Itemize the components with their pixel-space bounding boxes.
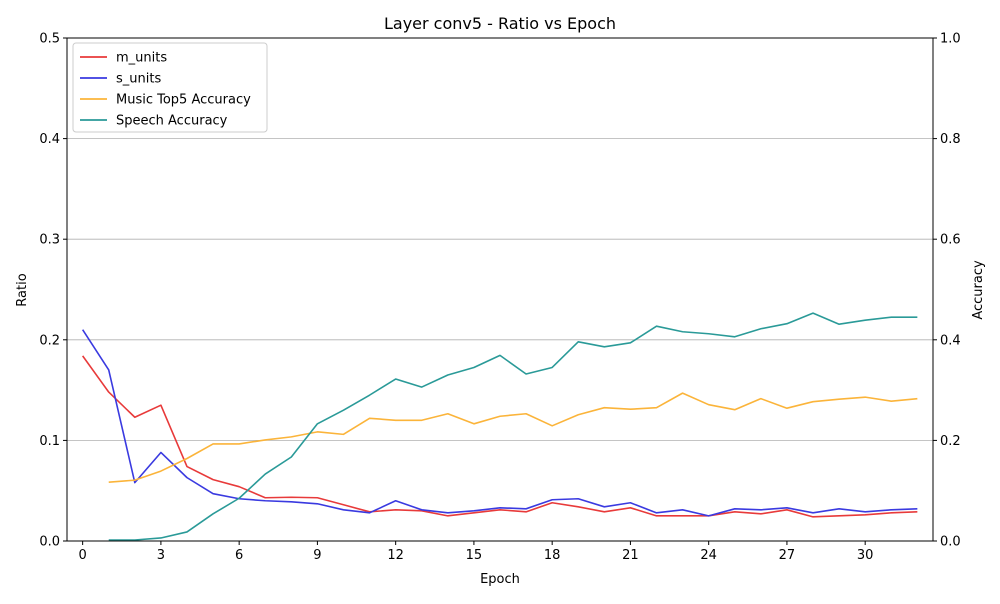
x-tick-label: 27: [779, 548, 796, 563]
series-line-music-top5-accuracy: [108, 392, 918, 483]
y-axis-left: 0.0 0.1 0.2 0.3 0.4 0.5: [39, 32, 67, 550]
x-axis: 0 3 6 9 12 15 18 21 24 27 30: [79, 541, 874, 563]
chart-title: Layer conv5 - Ratio vs Epoch: [384, 14, 616, 33]
y-axis-right: 0.0 0.2 0.4 0.6 0.8 1.0: [933, 32, 961, 550]
x-tick-label: 0: [79, 548, 87, 563]
y2-tick-label: 0.8: [940, 132, 961, 147]
y-axis-label: Ratio: [15, 273, 30, 306]
legend-label: m_units: [116, 51, 167, 66]
y2-tick-label: 0.4: [940, 333, 961, 348]
y-tick-label: 0.5: [39, 32, 60, 47]
y-tick-label: 0.4: [39, 132, 60, 147]
y2-axis-label: Accuracy: [971, 260, 986, 320]
y2-tick-label: 0.2: [940, 434, 961, 449]
x-tick-label: 12: [387, 548, 404, 563]
y-tick-label: 0.0: [39, 535, 60, 550]
legend-label: s_units: [116, 72, 161, 87]
x-axis-label: Epoch: [480, 572, 520, 587]
y2-tick-label: 1.0: [940, 32, 961, 47]
x-tick-label: 30: [857, 548, 874, 563]
legend-label: Music Top5 Accuracy: [116, 93, 251, 108]
y-tick-label: 0.3: [39, 233, 60, 248]
y2-tick-label: 0.6: [940, 233, 961, 248]
series-lines: [81, 312, 918, 541]
x-tick-label: 21: [622, 548, 639, 563]
y-tick-label: 0.2: [39, 333, 60, 348]
plot-frame: [66, 37, 934, 542]
x-tick-label: 3: [157, 548, 165, 563]
x-tick-label: 15: [466, 548, 483, 563]
legend-label: Speech Accuracy: [116, 114, 228, 129]
legend-box: [72, 42, 268, 133]
y-tick-label: 0.1: [39, 434, 60, 449]
series-line-m-units: [82, 355, 918, 518]
legend: m_units s_units Music Top5 Accuracy Speech …: [72, 42, 268, 133]
x-tick-label: 9: [313, 548, 321, 563]
x-tick-label: 18: [544, 548, 561, 563]
x-tick-label: 24: [700, 548, 717, 563]
y2-tick-label: 0.0: [940, 535, 961, 550]
series-line-s-units: [81, 329, 918, 517]
x-tick-label: 6: [235, 548, 243, 563]
series-line-speech-accuracy: [108, 312, 918, 541]
